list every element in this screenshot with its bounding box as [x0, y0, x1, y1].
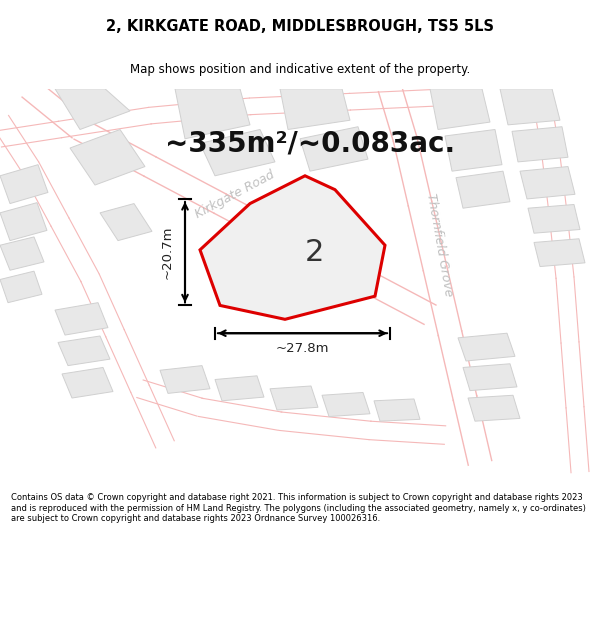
Polygon shape: [55, 89, 130, 129]
Polygon shape: [175, 89, 250, 139]
Polygon shape: [0, 237, 44, 270]
Polygon shape: [280, 89, 350, 129]
Polygon shape: [55, 302, 108, 335]
Polygon shape: [512, 127, 568, 162]
Polygon shape: [468, 395, 520, 421]
Polygon shape: [463, 364, 517, 391]
Polygon shape: [160, 366, 210, 393]
Polygon shape: [322, 392, 370, 416]
Polygon shape: [458, 333, 515, 361]
Polygon shape: [200, 176, 385, 319]
Polygon shape: [445, 129, 502, 171]
Polygon shape: [300, 127, 368, 171]
Polygon shape: [430, 89, 490, 129]
Polygon shape: [456, 171, 510, 208]
Polygon shape: [534, 239, 585, 266]
Text: Contains OS data © Crown copyright and database right 2021. This information is : Contains OS data © Crown copyright and d…: [11, 493, 586, 523]
Text: Map shows position and indicative extent of the property.: Map shows position and indicative extent…: [130, 62, 470, 76]
Polygon shape: [520, 166, 575, 199]
Polygon shape: [0, 164, 48, 204]
Polygon shape: [270, 386, 318, 410]
Polygon shape: [500, 89, 560, 125]
Text: Thornfield Grove: Thornfield Grove: [425, 192, 455, 298]
Text: 2, KIRKGATE ROAD, MIDDLESBROUGH, TS5 5LS: 2, KIRKGATE ROAD, MIDDLESBROUGH, TS5 5LS: [106, 19, 494, 34]
Polygon shape: [528, 204, 580, 233]
Text: Kirkgate Road: Kirkgate Road: [193, 168, 277, 221]
Text: ~27.8m: ~27.8m: [276, 341, 329, 354]
Polygon shape: [58, 336, 110, 366]
Text: ~335m²/~0.083ac.: ~335m²/~0.083ac.: [165, 129, 455, 158]
Polygon shape: [374, 399, 420, 421]
Polygon shape: [70, 129, 145, 185]
Polygon shape: [215, 376, 264, 401]
Polygon shape: [270, 268, 308, 294]
Polygon shape: [225, 225, 260, 254]
Polygon shape: [0, 202, 47, 241]
Polygon shape: [62, 368, 113, 398]
Polygon shape: [0, 271, 42, 302]
Text: 2: 2: [305, 238, 324, 268]
Polygon shape: [200, 129, 275, 176]
Text: ~20.7m: ~20.7m: [161, 226, 173, 279]
Polygon shape: [100, 204, 152, 241]
